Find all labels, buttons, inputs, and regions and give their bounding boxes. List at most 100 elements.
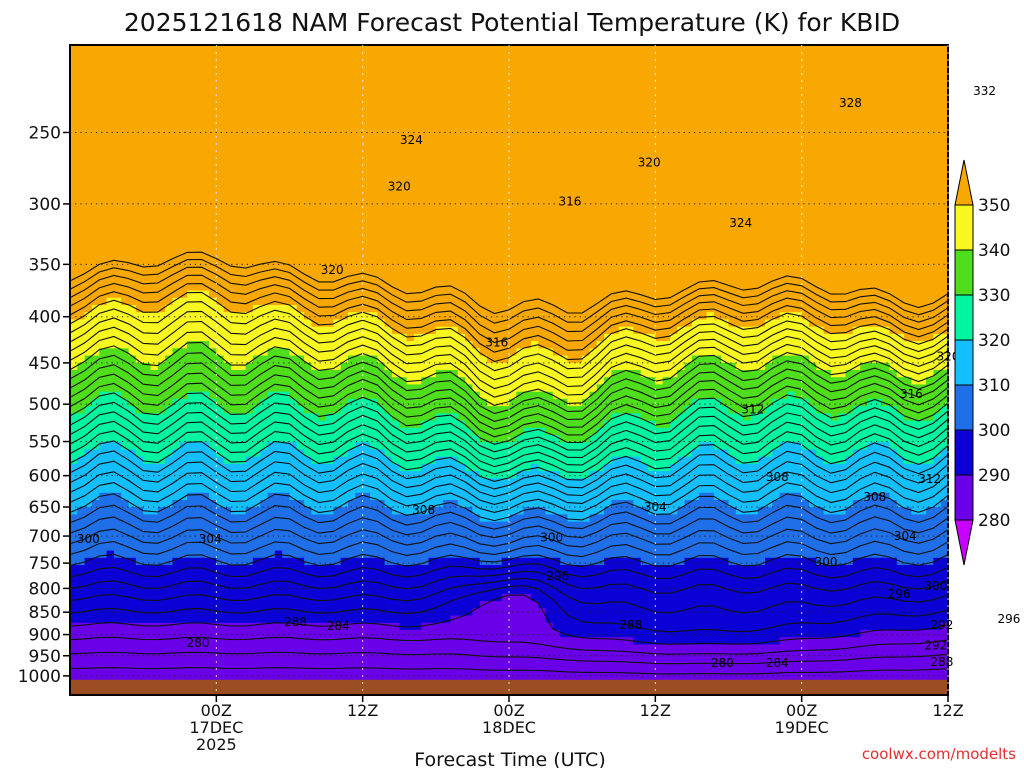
- field-cell: [245, 268, 254, 277]
- field-cell: [99, 160, 108, 169]
- field-cell: [333, 189, 342, 198]
- field-cell: [633, 189, 642, 198]
- field-cell: [443, 268, 452, 277]
- field-cell: [384, 290, 393, 299]
- field-cell: [626, 297, 634, 306]
- field-cell: [340, 290, 349, 299]
- field-cell: [889, 333, 898, 342]
- field-cell: [399, 297, 408, 306]
- field-cell: [889, 268, 898, 277]
- field-cell: [516, 240, 525, 248]
- field-cell: [874, 124, 883, 133]
- field-cell: [128, 240, 137, 248]
- field-cell: [391, 268, 400, 277]
- field-cell: [135, 102, 144, 111]
- field-cell: [743, 167, 752, 176]
- field-cell: [757, 175, 766, 183]
- field-cell: [582, 175, 591, 183]
- field-cell: [845, 88, 854, 97]
- field-cell: [918, 268, 927, 277]
- field-cell: [172, 146, 181, 154]
- field-cell: [223, 232, 232, 241]
- field-cell: [84, 341, 93, 349]
- field-cell: [450, 218, 459, 227]
- field-cell: [516, 59, 525, 68]
- field-cell: [384, 167, 393, 176]
- field-cell: [172, 196, 181, 205]
- field-cell: [516, 45, 525, 53]
- field-cell: [655, 59, 664, 68]
- field-cell: [216, 240, 225, 248]
- field-cell: [516, 138, 525, 147]
- field-cell: [918, 160, 927, 169]
- field-cell: [326, 160, 334, 169]
- field-cell: [216, 333, 225, 342]
- field-cell: [143, 312, 152, 321]
- field-cell: [421, 189, 430, 198]
- field-cell: [596, 297, 605, 306]
- field-cell: [187, 66, 195, 75]
- field-cell: [618, 160, 627, 169]
- field-cell: [377, 160, 386, 169]
- field-cell: [501, 81, 510, 89]
- field-cell: [662, 182, 671, 191]
- field-cell: [765, 268, 773, 277]
- field-cell: [443, 225, 452, 234]
- field-cell: [560, 297, 569, 306]
- field-cell: [772, 146, 781, 154]
- field-cell: [896, 45, 905, 53]
- field-cell: [289, 240, 298, 248]
- field-cell: [289, 196, 298, 205]
- field-cell: [852, 153, 861, 162]
- field-cell: [318, 73, 327, 82]
- field-cell: [362, 254, 371, 263]
- field-cell: [830, 45, 839, 53]
- field-cell: [274, 117, 283, 126]
- field-cell: [428, 175, 437, 183]
- field-cell: [669, 247, 678, 256]
- field-cell: [465, 326, 474, 335]
- field-cell: [369, 153, 378, 162]
- field-cell: [457, 189, 466, 198]
- field-cell: [406, 88, 415, 97]
- field-cell: [179, 182, 188, 191]
- field-cell: [882, 81, 891, 89]
- field-cell: [567, 305, 576, 313]
- field-cell: [355, 297, 364, 306]
- field-cell: [230, 196, 239, 205]
- field-cell: [567, 254, 576, 263]
- field-cell: [611, 254, 620, 263]
- field-cell: [896, 203, 905, 212]
- field-cell: [494, 160, 503, 169]
- field-cell: [157, 131, 166, 140]
- field-cell: [582, 73, 591, 82]
- field-cell: [187, 59, 195, 68]
- field-cell: [245, 175, 254, 183]
- field-cell: [91, 240, 100, 248]
- field-cell: [516, 261, 525, 270]
- field-cell: [479, 138, 488, 147]
- field-cell: [274, 175, 283, 183]
- field-cell: [677, 297, 686, 306]
- field-cell: [735, 305, 744, 313]
- field-cell: [230, 146, 239, 154]
- field-cell: [304, 319, 313, 328]
- field-cell: [318, 305, 327, 313]
- field-cell: [896, 333, 905, 342]
- field-cell: [794, 247, 803, 256]
- field-cell: [940, 326, 948, 335]
- field-cell: [194, 283, 203, 292]
- field-cell: [801, 131, 810, 140]
- field-cell: [245, 254, 254, 263]
- field-cell: [487, 276, 495, 284]
- field-cell: [194, 175, 203, 183]
- field-cell: [538, 247, 547, 256]
- field-cell: [633, 131, 642, 140]
- field-cell: [194, 66, 203, 75]
- field-cell: [267, 110, 276, 118]
- field-cell: [669, 290, 678, 299]
- field-cell: [684, 160, 693, 169]
- field-cell: [289, 290, 298, 299]
- field-cell: [128, 268, 137, 277]
- field-cell: [238, 312, 247, 321]
